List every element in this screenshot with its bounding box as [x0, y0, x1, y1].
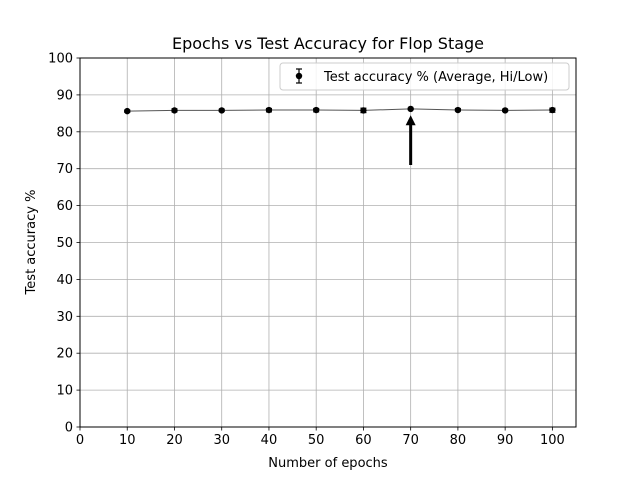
data-point — [265, 106, 273, 114]
legend-label: Test accuracy % (Average, Hi/Low) — [323, 70, 548, 85]
x-axis-title: Number of epochs — [268, 456, 388, 471]
data-point — [124, 107, 131, 115]
x-tick-label: 40 — [261, 433, 278, 448]
legend-point — [295, 72, 303, 80]
annotation-arrow-head — [405, 115, 416, 126]
series-line — [127, 108, 553, 112]
x-tick-label: 90 — [497, 433, 514, 448]
x-tick-label: 30 — [213, 433, 230, 448]
chart-title: Epochs vs Test Accuracy for Flop Stage — [172, 34, 484, 53]
data-point — [360, 107, 367, 114]
x-tick-label: 60 — [355, 433, 372, 448]
data-point — [312, 106, 320, 114]
y-axis-ticks: 0 10 20 30 40 50 60 70 80 90 100 — [48, 52, 80, 436]
x-tick-label: 50 — [308, 433, 325, 448]
y-tick-label: 60 — [56, 199, 73, 214]
x-tick-label: 70 — [402, 433, 419, 448]
data-point — [549, 106, 556, 114]
x-tick-label: 80 — [450, 433, 467, 448]
x-tick-label: 100 — [540, 433, 565, 448]
y-tick-label: 40 — [56, 273, 73, 288]
y-tick-label: 10 — [56, 384, 73, 399]
data-point — [501, 107, 509, 114]
data-point — [454, 106, 462, 114]
legend: Test accuracy % (Average, Hi/Low) — [279, 62, 570, 91]
series-layer — [124, 105, 556, 115]
y-tick-label: 100 — [48, 52, 73, 67]
x-tick-label: 20 — [166, 433, 183, 448]
y-tick-label: 80 — [56, 125, 73, 140]
x-tick-label: 10 — [119, 433, 136, 448]
grid — [79, 57, 576, 428]
x-axis-ticks: 0 10 20 30 40 50 60 70 80 90 100 — [76, 427, 565, 448]
y-tick-label: 30 — [56, 310, 73, 325]
data-point — [218, 107, 225, 114]
legend-box — [279, 62, 570, 91]
y-tick-label: 0 — [65, 421, 73, 436]
legend-marker — [295, 68, 303, 84]
data-point — [171, 107, 178, 114]
annotation-layer — [405, 115, 416, 166]
y-axis-title: Test accuracy % — [24, 190, 39, 296]
y-tick-label: 50 — [56, 236, 73, 251]
data-point — [407, 105, 414, 113]
y-tick-label: 70 — [56, 162, 73, 177]
x-tick-label: 0 — [76, 433, 84, 448]
y-tick-label: 90 — [56, 88, 73, 103]
y-tick-label: 20 — [56, 347, 73, 362]
